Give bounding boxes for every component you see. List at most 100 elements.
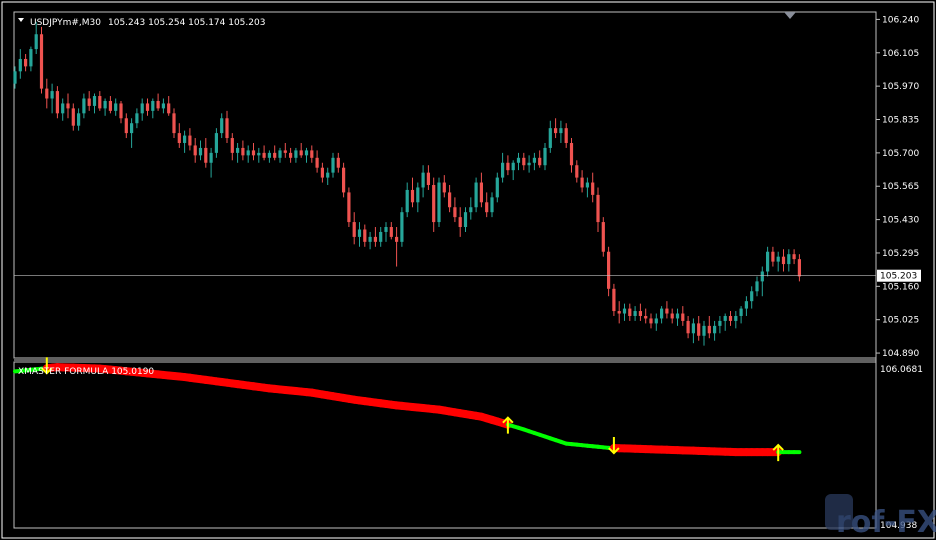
arrow-down-icon	[41, 357, 53, 375]
candle-body	[352, 222, 356, 237]
candle-body	[50, 91, 54, 99]
candle-body	[702, 325, 706, 336]
watermark-mark	[825, 494, 853, 530]
candle-body	[718, 320, 722, 326]
candle-body	[13, 71, 17, 84]
candle-body	[516, 157, 521, 163]
candle-body	[665, 308, 669, 314]
candle-body	[119, 103, 123, 119]
candle-body	[781, 256, 786, 265]
candle-body	[241, 147, 245, 156]
price-tick-label: 106.105	[882, 49, 919, 59]
candle-body	[527, 162, 531, 166]
candle-body	[87, 98, 91, 106]
candle-body	[633, 311, 637, 316]
candle-body	[564, 128, 568, 143]
candle-body	[368, 236, 372, 242]
candle-body	[204, 147, 208, 163]
price-tick-label: 105.565	[882, 182, 919, 192]
candle-body	[755, 281, 759, 292]
indicator-line-group	[13, 363, 802, 457]
candle-body	[395, 236, 399, 242]
candle-body	[628, 308, 632, 316]
candle-body	[559, 128, 563, 134]
candle-body	[320, 167, 324, 178]
candle-body	[373, 236, 377, 242]
candle-body	[347, 192, 351, 223]
candle-body	[569, 142, 574, 166]
arrow-up-icon	[502, 416, 514, 434]
candle-body	[400, 212, 404, 242]
candle-body	[776, 256, 780, 262]
candle-body	[326, 172, 330, 178]
candle-body	[82, 98, 86, 114]
candle-body	[734, 315, 738, 321]
candle-body	[310, 150, 314, 158]
scroll-triangle-icon[interactable]	[784, 12, 796, 19]
candle-body	[792, 254, 796, 260]
candle-body	[644, 315, 648, 319]
watermark-text: rof-FX	[836, 505, 936, 540]
current-price-box	[877, 269, 921, 282]
candle-body	[103, 100, 107, 109]
candle-body	[299, 150, 303, 156]
candle-body	[357, 229, 362, 237]
candle-body	[442, 182, 446, 193]
candle-body	[426, 172, 430, 185]
candle-body	[283, 150, 287, 153]
candle-body	[675, 313, 680, 319]
candle-body	[575, 165, 579, 178]
candle-body	[24, 58, 28, 67]
candle-body	[638, 311, 642, 316]
candle-body	[612, 288, 616, 312]
candle-body	[654, 318, 658, 324]
candle-body	[474, 182, 478, 208]
chevron-down-icon[interactable]	[18, 18, 24, 22]
candle-body	[432, 185, 436, 223]
indicator-label: XMASTER FORMULA 105.0190	[18, 367, 154, 377]
candle-body	[108, 100, 112, 111]
candle-body	[660, 308, 664, 319]
candle-body	[485, 202, 489, 213]
candle-body	[363, 229, 367, 242]
candle-body	[501, 162, 505, 178]
candle-body	[707, 325, 711, 334]
candle-body	[797, 259, 801, 277]
candle-body	[77, 113, 81, 126]
candle-body	[98, 96, 102, 109]
candle-body	[336, 157, 340, 168]
candle-body	[251, 150, 256, 156]
candle-body	[686, 320, 690, 334]
candle-body	[697, 323, 701, 336]
candle-body	[739, 308, 743, 316]
candle-group	[13, 21, 801, 346]
price-tick-label: 104.890	[882, 349, 919, 359]
price-tick-label: 105.835	[882, 116, 919, 126]
candle-body	[728, 315, 733, 321]
candle-body	[421, 172, 425, 188]
watermark-logo: rof-FX	[825, 494, 936, 540]
candle-body	[723, 315, 727, 321]
candle-body	[214, 133, 218, 153]
candle-body	[495, 177, 499, 198]
candle-body	[55, 91, 59, 114]
candle-body	[617, 311, 621, 314]
candle-body	[151, 100, 155, 111]
indicator-axis-bottom: 104.938	[880, 521, 917, 531]
candle-body	[538, 157, 542, 166]
candle-body	[156, 100, 160, 109]
candle-body	[262, 152, 266, 158]
candle-body	[787, 254, 791, 265]
candle-body	[548, 128, 552, 148]
candle-body	[124, 118, 128, 134]
price-tick-label: 105.025	[882, 316, 919, 326]
candle-body	[130, 123, 134, 134]
candle-body	[135, 113, 139, 124]
price-tick-label: 105.970	[882, 82, 919, 92]
candle-body	[198, 147, 203, 156]
candle-body	[416, 187, 420, 203]
candle-body	[522, 157, 526, 166]
candle-body	[410, 189, 415, 203]
